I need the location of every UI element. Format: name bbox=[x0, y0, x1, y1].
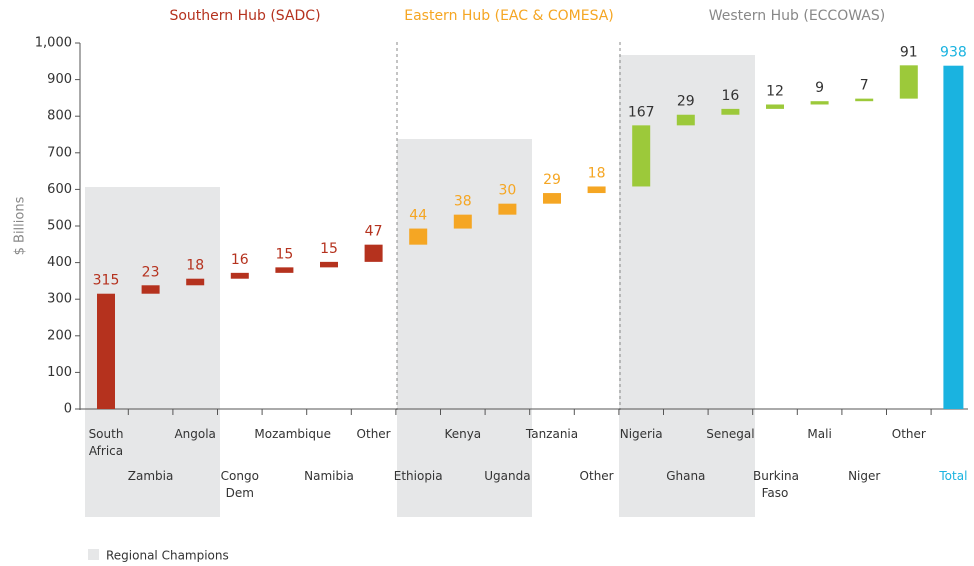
y-tick-label: 300 bbox=[47, 292, 72, 307]
legend-swatch bbox=[88, 549, 99, 560]
bar bbox=[943, 65, 964, 409]
x-tick-label: Angola bbox=[174, 427, 216, 441]
bar bbox=[632, 125, 651, 187]
legend-label: Regional Champions bbox=[106, 549, 229, 563]
x-tick-label: Mozambique bbox=[254, 427, 331, 441]
y-tick-label: 600 bbox=[47, 182, 72, 197]
x-tick-label: Total bbox=[939, 469, 968, 483]
x-tick-label: Ghana bbox=[666, 469, 706, 483]
value-label: 30 bbox=[498, 183, 516, 199]
value-label: 29 bbox=[543, 172, 561, 188]
x-tick-label: Ethiopia bbox=[393, 469, 443, 483]
bar bbox=[810, 101, 829, 105]
x-tick-label: Tanzania bbox=[525, 427, 579, 441]
value-label: 38 bbox=[454, 194, 472, 210]
y-tick-label: 400 bbox=[47, 255, 72, 270]
x-tick-label: South Africa bbox=[88, 427, 124, 458]
bar bbox=[409, 228, 428, 245]
bar bbox=[721, 108, 740, 115]
value-label: 15 bbox=[275, 246, 293, 262]
x-tick-label: Namibia bbox=[304, 469, 354, 483]
value-label: 91 bbox=[900, 44, 918, 60]
bar bbox=[543, 193, 561, 204]
value-label: 9 bbox=[815, 80, 824, 96]
x-tick-label: Congo Dem bbox=[220, 469, 259, 500]
champion-band bbox=[397, 139, 532, 517]
bar bbox=[498, 203, 517, 215]
value-label: 315 bbox=[93, 273, 120, 289]
value-label: 44 bbox=[409, 208, 427, 224]
value-label: 7 bbox=[860, 78, 869, 94]
x-tick-label: Other bbox=[579, 469, 614, 483]
bar bbox=[186, 278, 205, 286]
x-tick-label: Other bbox=[356, 427, 391, 441]
y-tick-label: 500 bbox=[47, 219, 72, 234]
x-tick-label: Kenya bbox=[444, 427, 482, 441]
bar bbox=[899, 65, 918, 99]
y-tick-label: 0 bbox=[64, 402, 72, 417]
x-tick-label: Burkina Faso bbox=[753, 469, 800, 500]
x-tick-label: Niger bbox=[848, 469, 881, 483]
bar bbox=[141, 285, 160, 294]
x-tick-label: Uganda bbox=[484, 469, 531, 483]
value-label: 47 bbox=[365, 224, 383, 240]
y-tick-label: 700 bbox=[47, 145, 72, 160]
bar bbox=[587, 186, 606, 194]
hub-title: Southern Hub (SADC) bbox=[169, 8, 320, 24]
y-tick-label: 800 bbox=[47, 109, 72, 124]
bar bbox=[97, 293, 115, 409]
bar bbox=[676, 114, 695, 126]
value-label: 938 bbox=[940, 45, 967, 61]
bar bbox=[364, 244, 383, 262]
y-tick-label: 200 bbox=[47, 328, 72, 343]
hub-title: Western Hub (ECCOWAS) bbox=[709, 8, 885, 24]
value-label: 16 bbox=[231, 252, 249, 268]
value-label: 15 bbox=[320, 241, 338, 257]
bar bbox=[453, 214, 472, 229]
value-label: 167 bbox=[628, 104, 655, 120]
bar bbox=[275, 267, 294, 273]
value-label: 12 bbox=[766, 83, 784, 99]
x-tick-label: Senegal bbox=[706, 427, 755, 441]
y-axis-label: $ Billions bbox=[13, 196, 28, 255]
value-label: 23 bbox=[142, 264, 160, 280]
x-tick-label: Nigeria bbox=[619, 427, 663, 441]
y-tick-label: 100 bbox=[47, 365, 72, 380]
value-label: 18 bbox=[186, 258, 204, 274]
value-label: 29 bbox=[677, 94, 695, 110]
x-tick-label: Other bbox=[891, 427, 926, 441]
x-tick-label: Zambia bbox=[127, 469, 174, 483]
bar bbox=[766, 104, 784, 109]
bar bbox=[855, 98, 874, 102]
bar bbox=[320, 261, 338, 268]
value-label: 18 bbox=[588, 165, 606, 181]
x-tick-label: Mali bbox=[807, 427, 832, 441]
y-tick-label: 900 bbox=[47, 72, 72, 87]
hub-title: Eastern Hub (EAC & COMESA) bbox=[404, 8, 614, 24]
bar bbox=[230, 272, 249, 279]
y-tick-label: 1,000 bbox=[35, 36, 72, 51]
value-label: 16 bbox=[721, 88, 739, 104]
